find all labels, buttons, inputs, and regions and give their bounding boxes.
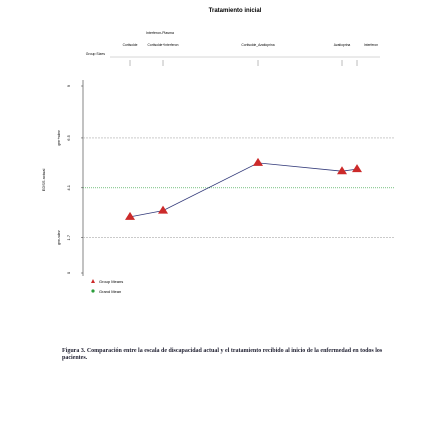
mean-marker bbox=[337, 166, 347, 175]
mean-marker bbox=[125, 211, 135, 220]
chart: Tratamiento inicial Interferon-Plasma Gr… bbox=[41, 8, 395, 294]
limit-label: grm+sdev bbox=[57, 130, 61, 146]
chart-title: Tratamiento inicial bbox=[209, 8, 262, 14]
mean-marker bbox=[253, 157, 263, 166]
mean-marker bbox=[352, 164, 362, 173]
y-axis-title: EDSS actual bbox=[41, 169, 46, 192]
y-tick-label: 4.1 bbox=[66, 184, 71, 190]
y-tick-label: 0 bbox=[66, 271, 71, 274]
category-label: Cortisolde+Interferon bbox=[148, 43, 179, 47]
legend-marker bbox=[91, 279, 95, 283]
mean-marker bbox=[158, 205, 168, 214]
legend-marker bbox=[91, 289, 95, 293]
category-label: Azatioprina bbox=[334, 43, 351, 47]
category-label: Cortisolde bbox=[123, 43, 138, 47]
legend-label: Grand Mean bbox=[99, 289, 121, 294]
category-label: Interferon bbox=[364, 43, 378, 47]
legend-label: Group Means bbox=[99, 279, 123, 284]
category-label: Cortisolde_Azatioprina bbox=[241, 43, 274, 47]
y-tick-label: 6.5 bbox=[66, 134, 71, 140]
y-tick-label: 9 bbox=[66, 84, 71, 87]
top-label: Interferon-Plasma bbox=[146, 31, 174, 35]
limit-label: grm-sdev bbox=[57, 230, 61, 245]
caption: Figura 3. Comparación entre la escala de… bbox=[62, 348, 383, 361]
y-tick-label: 1.7 bbox=[66, 234, 71, 240]
group-sizes-label: Group Sizes bbox=[86, 52, 106, 56]
